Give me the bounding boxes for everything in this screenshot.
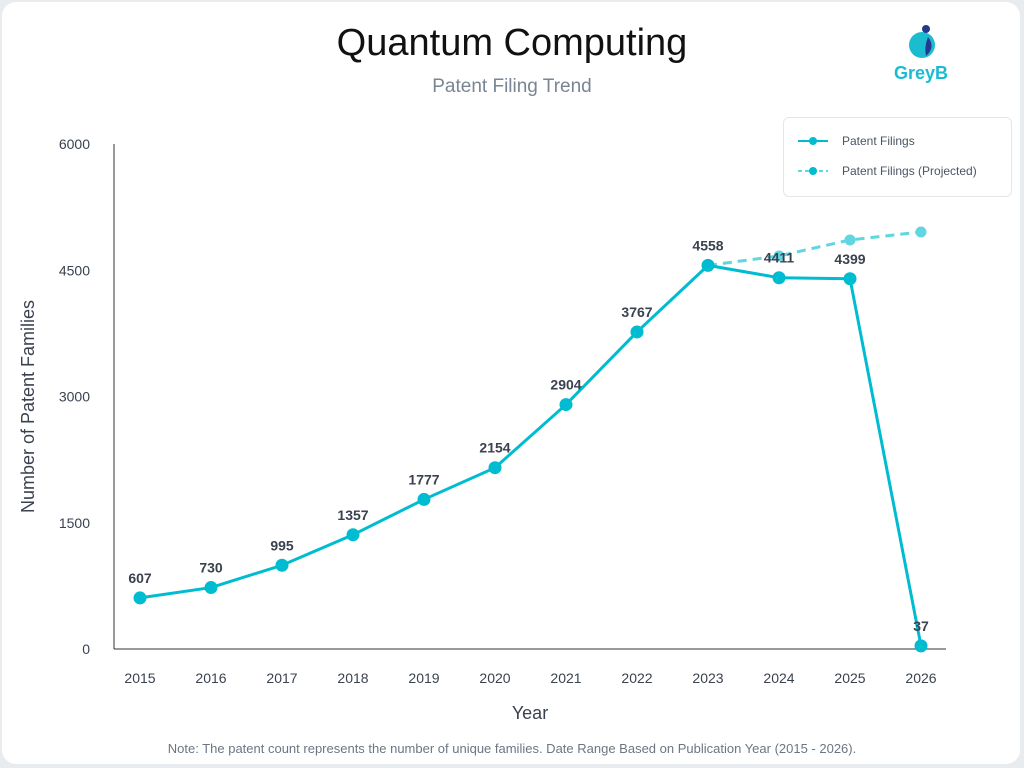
data-label: 4399 <box>834 251 865 267</box>
data-label: 607 <box>128 570 152 586</box>
footnote: Note: The patent count represents the nu… <box>167 741 857 756</box>
data-point <box>630 325 644 339</box>
x-tick-label: 2016 <box>195 670 226 686</box>
legend-item-projected[interactable]: Patent Filings (Projected) <box>798 164 977 178</box>
x-tick-label: 2020 <box>479 670 510 686</box>
data-label: 1357 <box>337 507 368 523</box>
projected-point <box>915 226 927 238</box>
data-point <box>772 271 786 285</box>
data-label: 2154 <box>479 440 510 456</box>
data-point <box>488 461 502 475</box>
x-tick-label: 2026 <box>905 670 936 686</box>
x-tick-label: 2021 <box>550 670 581 686</box>
patent-filings-line <box>139 263 923 647</box>
data-label: 37 <box>913 618 929 634</box>
legend-label: Patent Filings <box>842 134 915 148</box>
legend-item-patent-filings[interactable]: Patent Filings <box>798 134 915 148</box>
data-point <box>701 258 715 272</box>
data-label: 2904 <box>550 377 581 393</box>
data-point <box>133 591 147 605</box>
y-axis-label: Number of Patent Families <box>18 300 38 513</box>
y-tick-label: 4500 <box>59 262 90 278</box>
y-tick-label: 0 <box>82 641 90 657</box>
data-label: 4558 <box>692 237 723 253</box>
chart-title: Quantum Computing <box>336 22 688 64</box>
x-tick-label: 2022 <box>621 670 652 686</box>
x-axis-label: Year <box>512 703 548 723</box>
data-point <box>346 528 360 542</box>
projected-point <box>773 250 785 262</box>
data-label: 4411 <box>764 250 795 266</box>
legend-label: Patent Filings (Projected) <box>842 164 977 178</box>
greyb-logo: GreyB <box>894 25 948 83</box>
x-tick-label: 2015 <box>124 670 155 686</box>
data-label: 730 <box>199 560 223 576</box>
x-tick-label: 2025 <box>834 670 865 686</box>
y-tick-label: 6000 <box>59 136 90 152</box>
data-point <box>204 581 218 595</box>
data-point <box>275 558 289 572</box>
data-label: 3767 <box>621 304 652 320</box>
x-tick-label: 2019 <box>408 670 439 686</box>
chart-subtitle: Patent Filing Trend <box>432 76 592 97</box>
x-tick-label: 2018 <box>337 670 368 686</box>
data-label: 1777 <box>408 471 439 487</box>
projected-series-line <box>707 230 922 267</box>
y-tick-label: 1500 <box>59 515 90 531</box>
x-tick-label: 2017 <box>266 670 297 686</box>
data-point <box>914 639 928 653</box>
x-tick-label: 2023 <box>692 670 723 686</box>
solid-line-marker-icon <box>798 137 828 145</box>
data-point <box>843 272 857 286</box>
dashed-line-marker-icon <box>798 167 828 175</box>
projected-point <box>844 234 856 246</box>
data-point <box>417 492 431 506</box>
svg-text:GreyB: GreyB <box>894 63 948 83</box>
x-tick-label: 2024 <box>763 670 794 686</box>
data-point <box>559 398 573 412</box>
y-tick-label: 3000 <box>59 389 90 405</box>
data-label: 995 <box>270 537 294 553</box>
legend: Patent Filings Patent Filings (Projected… <box>783 117 1012 197</box>
